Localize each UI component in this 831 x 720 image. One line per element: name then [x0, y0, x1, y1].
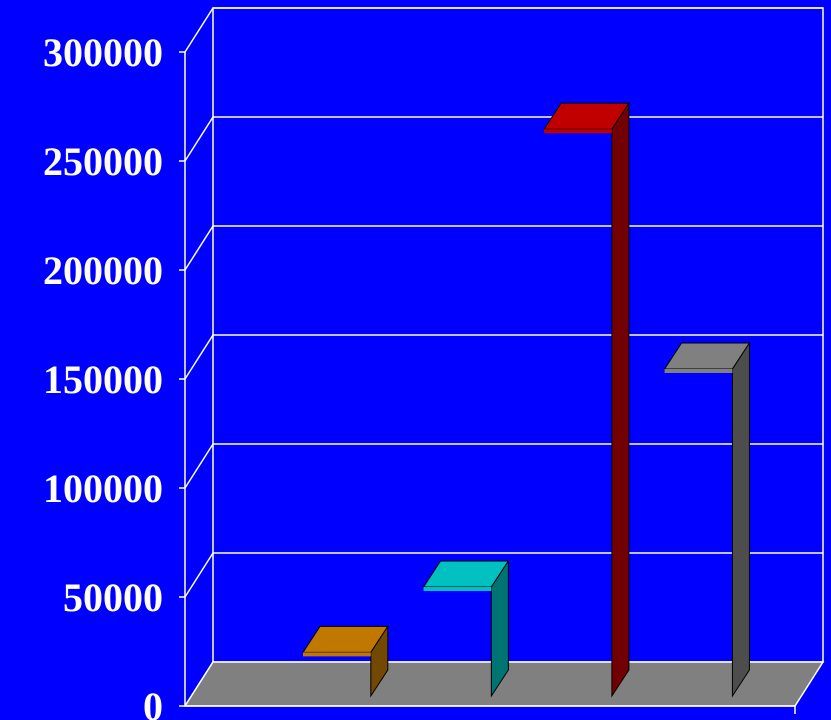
- bar-side-face: [611, 101, 630, 698]
- bar: [543, 101, 630, 698]
- bar-front-face: [664, 369, 733, 373]
- bar: [422, 559, 510, 698]
- y-tick-label: 100000: [43, 466, 163, 511]
- y-tick-label: 200000: [43, 248, 163, 293]
- y-tick-label: 250000: [43, 139, 163, 184]
- side-wall-line: [184, 552, 214, 598]
- bar-front-face: [423, 587, 492, 591]
- bar-front-face: [303, 652, 371, 657]
- bar-front-face: [544, 129, 612, 134]
- y-axis-tick-labels: 0 50000 100000 150000 200000 250000 300000: [43, 30, 163, 720]
- side-wall-line: [184, 116, 214, 162]
- bar-side-face: [370, 624, 389, 698]
- axes: [179, 51, 796, 714]
- y-tick-label: 300000: [43, 30, 163, 75]
- y-tick-label: 50000: [63, 575, 163, 620]
- side-wall-line: [184, 225, 214, 271]
- bar-side-face: [490, 559, 509, 698]
- bar: [663, 341, 751, 698]
- side-wall-line: [184, 7, 214, 53]
- side-wall-line: [184, 334, 214, 380]
- y-tick-label: 150000: [43, 357, 163, 402]
- bar-side-face: [731, 341, 750, 698]
- y-tick-label: 0: [143, 684, 163, 720]
- bars: [302, 101, 751, 698]
- bar: [302, 624, 389, 698]
- side-wall-line: [184, 443, 214, 489]
